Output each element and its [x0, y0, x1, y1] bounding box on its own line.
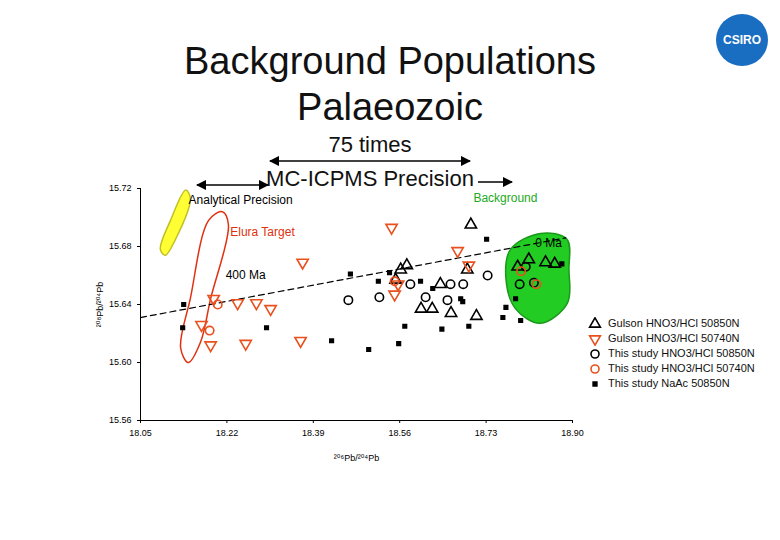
svg-text:400 Ma: 400 Ma — [226, 268, 266, 282]
html-text:This study HNO3/HCl 50850N: This study HNO3/HCl 50850N — [608, 347, 755, 359]
html-text:This study NaAc 50850N: This study NaAc 50850N — [608, 377, 730, 389]
svg-text:18.05: 18.05 — [129, 428, 152, 438]
svg-text:Analytical Precision: Analytical Precision — [189, 193, 293, 207]
svg-text:15.56: 15.56 — [109, 415, 132, 425]
svg-text:18.39: 18.39 — [302, 428, 325, 438]
svg-text:²⁰⁸Pb/²⁰⁴Pb: ²⁰⁸Pb/²⁰⁴Pb — [95, 282, 105, 327]
html-text:75 times MC-ICPMS Precision: 75 times MC-ICPMS Precision — [266, 132, 474, 191]
svg-text:Elura Target: Elura Target — [230, 225, 295, 239]
svg-text:Background: Background — [473, 191, 537, 205]
html-text:Gulson HNO3/HCl 50850N: Gulson HNO3/HCl 50850N — [608, 317, 740, 329]
svg-text:15.64: 15.64 — [109, 299, 132, 309]
html-text:This study HNO3/HCl 50740N: This study HNO3/HCl 50740N — [608, 362, 755, 374]
svg-text:15.72: 15.72 — [109, 183, 132, 193]
svg-text:0 Ma: 0 Ma — [535, 236, 562, 250]
svg-text:18.73: 18.73 — [475, 428, 498, 438]
svg-text:18.56: 18.56 — [388, 428, 411, 438]
svg-text:15.60: 15.60 — [109, 357, 132, 367]
svg-text:15.68: 15.68 — [109, 241, 132, 251]
svg-text:18.22: 18.22 — [216, 428, 239, 438]
html-text:Background Populations Palaeoz: Background Populations Palaeozoic — [184, 40, 596, 128]
svg-text:²⁰⁶Pb/²⁰⁴Pb: ²⁰⁶Pb/²⁰⁴Pb — [334, 453, 379, 463]
html-text:Gulson HNO3/HCl 50740N: Gulson HNO3/HCl 50740N — [608, 332, 740, 344]
svg-text:18.90: 18.90 — [561, 428, 584, 438]
html-text:CSIRO: CSIRO — [723, 33, 761, 47]
